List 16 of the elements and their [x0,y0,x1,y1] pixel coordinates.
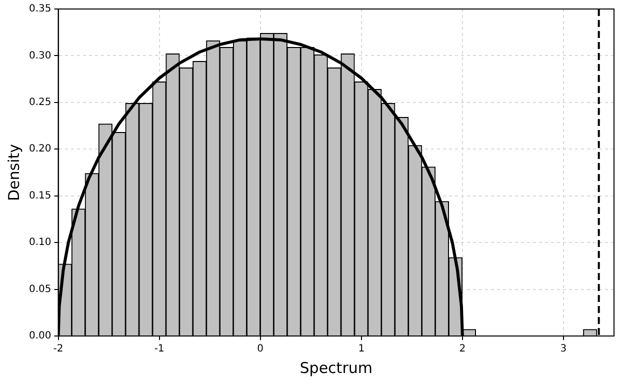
y-tick-label: 0.00 [29,330,52,342]
y-tick-label: 0.05 [29,284,52,295]
x-tick-label: 0 [257,344,264,355]
x-tick-label: 2 [459,344,466,355]
y-tick-label: 0.25 [29,97,52,108]
x-tick-label: -1 [154,344,164,355]
x-axis-title: Spectrum [300,358,372,377]
y-tick-label: 0.30 [29,50,52,62]
y-tick-label: 0.15 [29,190,52,202]
y-tick-label: 0.10 [29,237,52,248]
x-tick-label: 1 [358,344,365,355]
y-axis-title: Density [4,144,23,202]
x-tick-label: 3 [560,344,567,355]
x-tick-label: -2 [53,344,64,355]
y-tick-label: 0.20 [29,144,52,155]
y-tick-label: 0.35 [29,4,52,15]
